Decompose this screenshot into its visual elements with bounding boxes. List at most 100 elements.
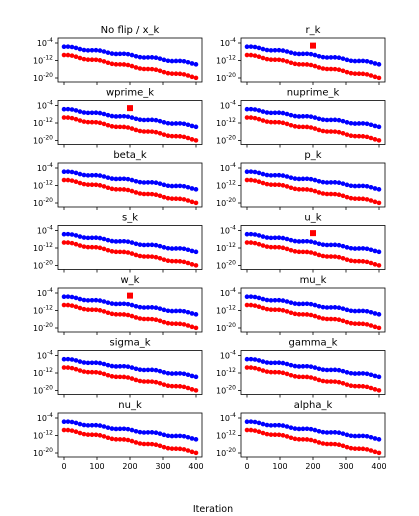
data-point [137, 429, 143, 435]
data-point [268, 307, 274, 312]
y-tick-label: 10-20 [33, 385, 53, 396]
data-point [272, 119, 278, 125]
data-point [89, 369, 95, 375]
data-point [149, 316, 155, 322]
data-point [157, 193, 163, 199]
data-point [252, 169, 258, 175]
data-point [189, 74, 195, 80]
data-point [109, 426, 115, 431]
data-point [149, 66, 155, 72]
data-point [153, 117, 159, 123]
data-point [145, 379, 151, 384]
data-point [252, 294, 258, 300]
data-point [145, 242, 151, 248]
data-point [161, 444, 167, 450]
data-point [149, 367, 155, 373]
data-point [85, 432, 91, 437]
data-point [81, 306, 87, 312]
data-point [252, 232, 258, 237]
subplot-title: sigma_k [110, 338, 151, 349]
data-point [177, 134, 183, 139]
data-point [348, 70, 354, 76]
data-point [185, 184, 191, 190]
data-point [145, 191, 151, 197]
data-point [133, 428, 139, 434]
data-point [137, 304, 143, 310]
data-point [248, 169, 254, 174]
data-point [308, 187, 314, 193]
y-tick-label: 10-4 [37, 350, 53, 361]
data-point [372, 373, 378, 379]
data-point [356, 308, 362, 314]
data-point [256, 170, 262, 176]
data-point [348, 445, 354, 451]
data-point [372, 248, 378, 254]
data-point [121, 124, 127, 130]
data-point [248, 302, 254, 308]
data-point [61, 52, 67, 58]
data-point [117, 124, 123, 130]
series [61, 240, 199, 268]
y-tick-label: 10-12 [216, 305, 236, 316]
data-point [308, 51, 314, 57]
data-point [324, 430, 330, 435]
data-point [185, 309, 191, 315]
data-point [101, 59, 107, 64]
data-point [348, 433, 354, 439]
data-point [268, 423, 274, 428]
series [61, 115, 199, 143]
y-tick-label: 10-12 [33, 430, 53, 441]
data-point [304, 374, 310, 380]
data-point [324, 191, 330, 197]
subplot: mu_k 10-4 10-12 10-20 [216, 275, 386, 335]
y-tick-label: 10-12 [216, 367, 236, 378]
data-point [105, 50, 111, 55]
data-point [340, 118, 346, 124]
data-point [360, 134, 366, 139]
data-point [276, 360, 282, 365]
data-point [173, 308, 179, 314]
data-point [81, 235, 87, 240]
data-point [248, 419, 254, 424]
data-point [272, 307, 278, 313]
data-point [284, 299, 290, 304]
data-point [129, 302, 135, 308]
data-point [376, 187, 382, 192]
data-point [125, 114, 131, 119]
data-point [149, 441, 155, 447]
data-point [101, 49, 107, 54]
data-point [308, 364, 314, 369]
data-point [252, 178, 258, 183]
data-point [364, 308, 370, 314]
data-point [117, 364, 123, 369]
data-point [244, 240, 250, 245]
data-point [189, 61, 195, 66]
data-point [109, 363, 115, 369]
data-point [312, 376, 318, 381]
data-point [121, 249, 127, 255]
data-point [292, 426, 298, 431]
y-tick-label: 10-4 [220, 162, 236, 173]
data-point [169, 258, 175, 264]
data-point [352, 321, 358, 326]
data-point [252, 240, 258, 246]
data-point [332, 379, 338, 384]
data-point [276, 119, 282, 125]
data-point [368, 135, 374, 141]
data-point [117, 239, 123, 244]
data-point [372, 186, 378, 191]
data-point [344, 132, 350, 137]
data-point [332, 66, 338, 72]
data-point [121, 176, 127, 182]
data-point [284, 111, 290, 117]
data-point [193, 374, 199, 380]
data-point [336, 129, 342, 135]
series [61, 427, 199, 456]
data-point [280, 298, 286, 303]
data-point [300, 301, 306, 307]
data-point [252, 357, 258, 362]
data-point [161, 57, 167, 63]
data-point [328, 430, 334, 435]
data-point [169, 383, 175, 389]
data-point [173, 183, 179, 189]
